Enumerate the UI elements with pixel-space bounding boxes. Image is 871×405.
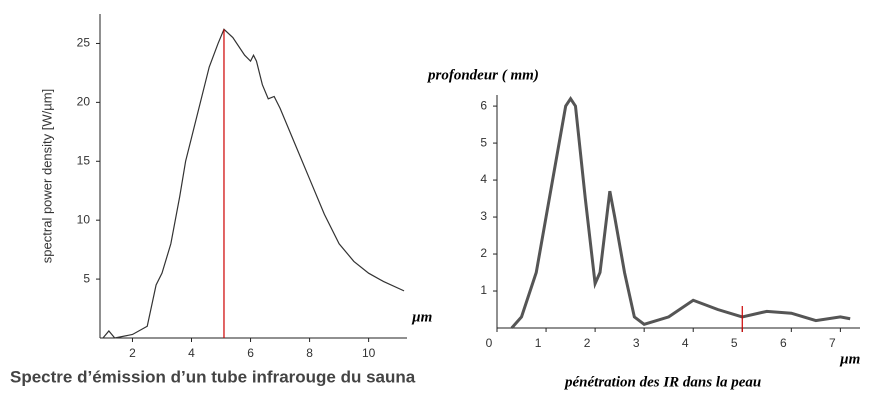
data-line [102,28,405,339]
x-tick-label: 4 [682,336,689,350]
y-tick-label: 4 [480,172,487,186]
x-tick-label: 6 [780,336,787,350]
y-tick-label: 5 [83,271,90,285]
y-tick-label: 2 [480,246,487,260]
chart-title: pénétration des IR dans la peau [563,374,761,390]
y-tick-label: 20 [77,95,91,109]
y-axis-label: spectral power density [W/µm] [39,89,54,263]
x-tick-label: 6 [247,346,254,360]
y-tick-label: 15 [77,153,91,167]
y-tick-label: 10 [77,212,91,226]
x-axis-label: µm [411,309,432,325]
x-tick-label: 2 [584,336,591,350]
x-tick-label: 2 [129,346,136,360]
x-tick-label: 4 [188,346,195,360]
x-tick-label: 10 [362,346,376,360]
y-tick-label: 6 [480,98,487,112]
data-line [510,95,851,329]
y-tick-label: 1 [480,283,487,297]
x-tick-label: 7 [829,336,836,350]
y-tick-label: 25 [77,36,91,50]
x-axis-label: µm [839,351,860,367]
y-tick-label: 5 [480,135,487,149]
chart-title: Spectre d’émission d’un tube infrarouge … [10,367,416,386]
y-tick-label: 3 [480,209,487,223]
x-tick-label: 0 [486,336,493,350]
x-tick-label: 3 [633,336,640,350]
x-tick-label: 8 [306,346,313,360]
x-tick-label: 1 [535,336,542,350]
x-tick-label: 5 [731,336,738,350]
y-axis-label: profondeur ( mm) [426,67,539,83]
